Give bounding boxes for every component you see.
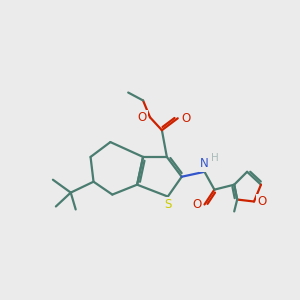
Text: N: N bbox=[200, 158, 209, 170]
Text: O: O bbox=[192, 198, 201, 211]
Text: O: O bbox=[137, 111, 147, 124]
Text: O: O bbox=[181, 112, 190, 125]
Text: O: O bbox=[257, 195, 267, 208]
Text: S: S bbox=[164, 198, 172, 211]
Text: H: H bbox=[211, 153, 218, 163]
